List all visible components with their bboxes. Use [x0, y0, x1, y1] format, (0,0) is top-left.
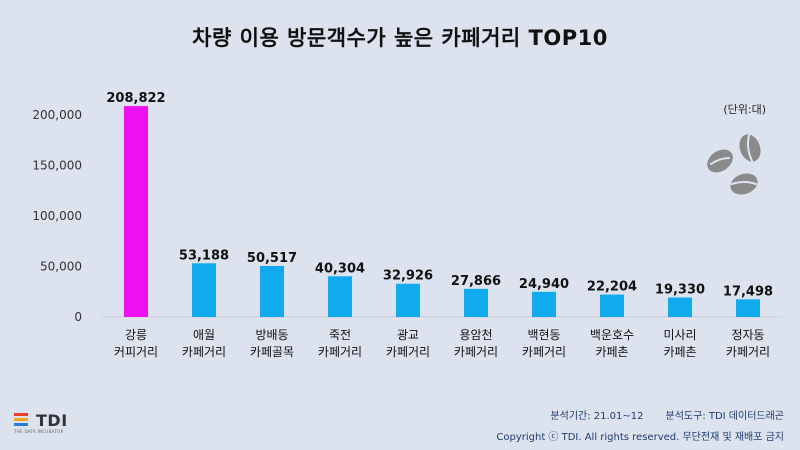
- x-tick-label: 애월: [193, 328, 215, 342]
- x-tick-label: 카페거리: [386, 345, 430, 359]
- x-tick-label: 용암천: [459, 327, 492, 342]
- data-label: 24,940: [519, 277, 569, 292]
- data-label: 40,304: [315, 261, 365, 276]
- data-label: 50,517: [247, 251, 297, 266]
- analysis-tool: 분석도구: TDI 데이터드래곤: [665, 411, 784, 422]
- bar: [124, 106, 148, 317]
- x-tick-label: 카페촌: [595, 345, 628, 359]
- x-tick-label: 광교: [397, 328, 419, 342]
- bar-chart: 0 50,000 100,000 150,000 200,000 208,822 강릉커피거…: [32, 91, 782, 359]
- x-tick-label: 카페거리: [522, 345, 566, 359]
- tdi-logo-mark: [14, 413, 28, 426]
- bar: [260, 265, 284, 317]
- bar: [668, 297, 692, 317]
- bar: [192, 263, 216, 317]
- y-tick-label: 50,000: [40, 260, 82, 274]
- coffee-beans-icon: [707, 134, 761, 195]
- data-label: 22,204: [587, 280, 637, 295]
- data-label: 208,822: [106, 91, 165, 106]
- bar: [396, 283, 420, 317]
- y-tick-label: 0: [74, 310, 82, 324]
- bar: [328, 276, 352, 317]
- data-label: 32,926: [383, 269, 433, 284]
- x-tick-label: 백운호수: [590, 328, 634, 342]
- bar: [736, 299, 760, 317]
- bar: [600, 294, 624, 317]
- analysis-period: 분석기간: 21.01~12: [550, 411, 644, 422]
- x-tick-label: 카페거리: [726, 345, 770, 359]
- logo-subtitle: THE DATA INCUBATOR: [14, 429, 64, 434]
- x-tick-label: 카페골목: [250, 345, 294, 359]
- y-tick-label: 200,000: [32, 108, 82, 122]
- bar: [464, 288, 488, 317]
- unit-label: (단위:대): [723, 103, 766, 116]
- chart-title: 차량 이용 방문객수가 높은 카페거리 TOP10: [192, 26, 608, 50]
- logo-text: TDI: [36, 411, 68, 430]
- footer-analysis-info: 분석기간: 21.01~12 분석도구: TDI 데이터드래곤: [550, 407, 784, 422]
- x-tick-label: 카페거리: [454, 345, 498, 359]
- tdi-logo: TDI THE DATA INCUBATOR: [14, 411, 68, 434]
- x-tick-label: 커피거리: [114, 345, 158, 359]
- x-tick-label: 미사리: [663, 328, 696, 342]
- x-tick-label: 카페거리: [318, 345, 362, 359]
- bar: [532, 291, 556, 317]
- data-label: 53,188: [179, 248, 229, 263]
- data-label: 17,498: [723, 284, 773, 299]
- x-tick-label: 정자동: [731, 328, 764, 342]
- x-tick-label: 백현동: [527, 328, 560, 342]
- copyright-notice: Copyright ⓒ TDI. All rights reserved. 무단…: [496, 432, 784, 443]
- x-tick-label: 방배동: [255, 328, 288, 342]
- y-tick-label: 100,000: [32, 209, 82, 223]
- x-tick-label: 카페거리: [182, 345, 226, 359]
- x-tick-label: 죽전: [329, 328, 351, 342]
- data-label: 27,866: [451, 274, 501, 289]
- data-label: 19,330: [655, 282, 705, 297]
- y-tick-label: 150,000: [32, 159, 82, 173]
- x-tick-label: 강릉: [125, 328, 147, 342]
- x-tick-label: 카페촌: [663, 345, 696, 359]
